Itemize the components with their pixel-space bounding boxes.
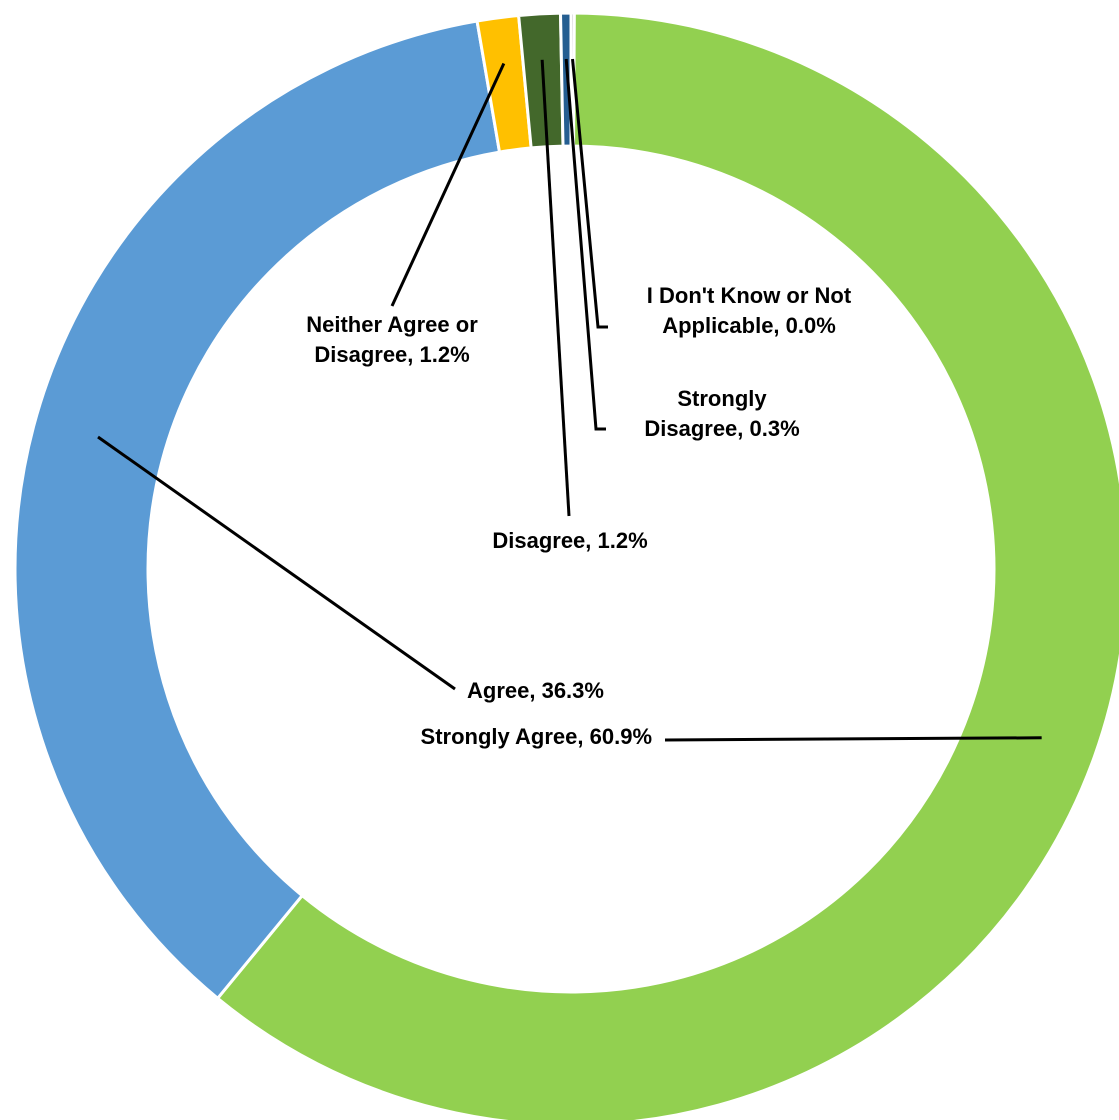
leader-line-4 xyxy=(564,58,606,431)
data-label-i-don-t-know-or-not-applicable: I Don't Know or Not Applicable, 0.0% xyxy=(647,283,852,338)
data-label-neither-agree-or-disagree: Neither Agree or Disagree, 1.2% xyxy=(306,312,478,367)
donut-slices xyxy=(13,11,1119,1120)
leader-line-3 xyxy=(540,59,571,517)
data-label-disagree: Disagree, 1.2% xyxy=(492,528,647,553)
leader-line-0 xyxy=(664,736,1042,742)
leader-line-1 xyxy=(97,435,456,691)
slice-strongly-disagree xyxy=(558,11,573,148)
data-label-strongly-agree: Strongly Agree, 60.9% xyxy=(421,724,652,749)
leader-line-2 xyxy=(390,62,506,307)
slice-agree xyxy=(13,19,502,1001)
slice-strongly-agree xyxy=(215,11,1119,1120)
data-label-agree: Agree, 36.3% xyxy=(467,678,604,703)
data-labels: Strongly Agree, 60.9% Agree, 36.3% Neither… xyxy=(306,283,852,749)
data-label-strongly-disagree: Strongly Disagree, 0.3% xyxy=(644,386,799,441)
leader-lines xyxy=(97,58,1042,742)
leader-line-5 xyxy=(571,58,608,329)
